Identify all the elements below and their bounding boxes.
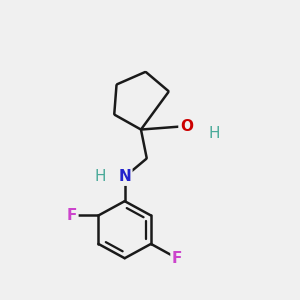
- Text: F: F: [172, 251, 182, 266]
- Text: O: O: [180, 118, 193, 134]
- Text: H: H: [94, 169, 106, 184]
- Text: H: H: [208, 125, 220, 140]
- Text: N: N: [118, 169, 131, 184]
- Text: F: F: [67, 208, 77, 223]
